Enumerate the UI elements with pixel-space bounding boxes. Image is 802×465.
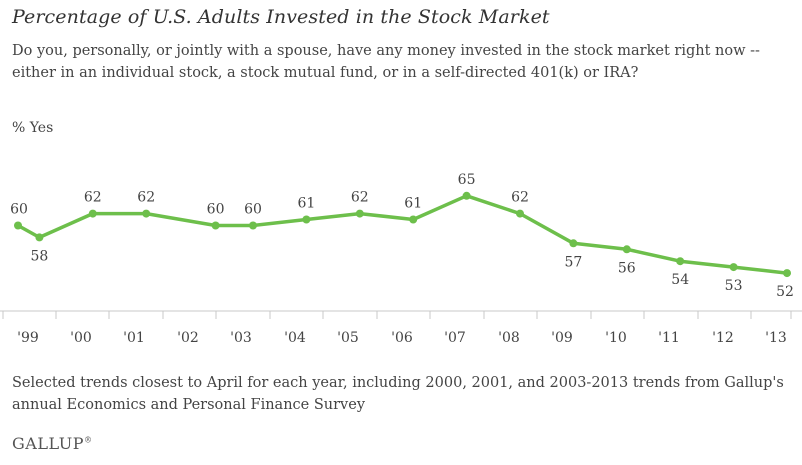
x-tick-label: '09 (551, 330, 573, 346)
data-label: 62 (84, 190, 102, 206)
x-tick-label: '01 (123, 330, 145, 346)
data-label: 61 (297, 196, 315, 212)
data-point (35, 233, 44, 242)
x-tick-label: '08 (498, 330, 520, 346)
data-point (622, 245, 631, 254)
chart-subtitle: Do you, personally, or jointly with a sp… (12, 43, 760, 81)
data-label: 57 (564, 254, 582, 270)
data-label: 60 (244, 202, 262, 218)
x-tick-label: '07 (444, 330, 466, 346)
data-label: 61 (404, 196, 422, 212)
gallup-logo: GALLUP® (12, 434, 92, 453)
x-tick-label: '05 (337, 330, 359, 346)
data-point (211, 221, 220, 230)
x-tick-label: '06 (391, 330, 413, 346)
data-point (569, 239, 578, 248)
data-label: 65 (458, 172, 476, 188)
data-label: 53 (725, 278, 743, 294)
data-label: 54 (671, 272, 689, 288)
data-label: 62 (351, 190, 369, 206)
data-point (729, 263, 738, 272)
data-label: 62 (511, 190, 529, 206)
x-tick-label: '03 (230, 330, 252, 346)
x-tick-label: '00 (70, 330, 92, 346)
data-point (88, 209, 97, 218)
brand-text: GALLUP (12, 434, 84, 453)
data-point (302, 215, 311, 224)
chart-title: Percentage of U.S. Adults Invested in th… (12, 6, 550, 28)
x-tick-label: '12 (712, 330, 734, 346)
data-point (462, 191, 471, 200)
data-point (676, 257, 685, 266)
x-tick-label: '10 (605, 330, 627, 346)
data-point (142, 209, 151, 218)
x-tick-label: '99 (17, 330, 39, 346)
y-axis-label: % Yes (12, 120, 54, 136)
data-label: 62 (137, 190, 155, 206)
data-label: 60 (10, 202, 28, 218)
data-point (355, 209, 364, 218)
registered-mark: ® (83, 435, 93, 445)
x-tick-label: '13 (765, 330, 787, 346)
data-point (409, 215, 418, 224)
x-tick-label: '11 (658, 330, 680, 346)
line-chart: '99 '00 '01 '02 '03 '04 '05 '06 '07 '08 '09 '10 '11 '… (0, 172, 802, 346)
data-label: 52 (776, 284, 794, 300)
data-label: 60 (207, 202, 225, 218)
x-tick-label: '02 (177, 330, 199, 346)
data-label: 56 (618, 260, 636, 276)
data-point (14, 221, 22, 230)
x-tick-label: '04 (284, 330, 306, 346)
series-line (16, 194, 789, 275)
footnote: Selected trends closest to April for eac… (12, 375, 784, 413)
data-point (249, 221, 257, 230)
data-point (783, 269, 791, 278)
data-label: 58 (30, 248, 48, 264)
data-point (516, 209, 524, 218)
